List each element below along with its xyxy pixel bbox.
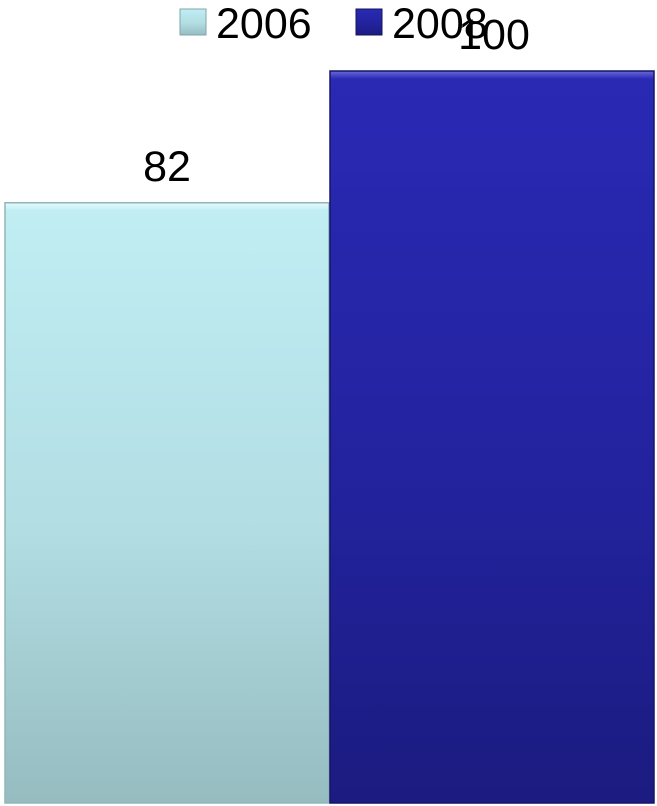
legend-label-2006: 2006 (216, 0, 312, 48)
legend-item-2008: 2008 (355, 0, 488, 48)
bar-2006-outline (4, 202, 330, 804)
legend-swatch-2006 (179, 8, 207, 36)
bar-2008-body (330, 71, 654, 803)
data-label-2008: 100 (458, 11, 530, 59)
bar-2006-body (5, 202, 329, 803)
bar-2006 (4, 202, 330, 804)
bar-2008-bevel (330, 71, 654, 79)
legend-swatch-2008 (355, 8, 383, 36)
legend-item-2006: 2006 (179, 0, 312, 48)
legend-label-2008: 2008 (392, 0, 488, 48)
data-label-2006: 82 (143, 143, 191, 191)
data-labels: 82 100 (143, 11, 530, 191)
bar-2008 (329, 70, 655, 804)
legend: 2006 2008 (179, 0, 488, 48)
bar-2008-outline (329, 70, 655, 804)
bars-group (4, 70, 655, 804)
bar-2006-bevel (5, 202, 329, 211)
